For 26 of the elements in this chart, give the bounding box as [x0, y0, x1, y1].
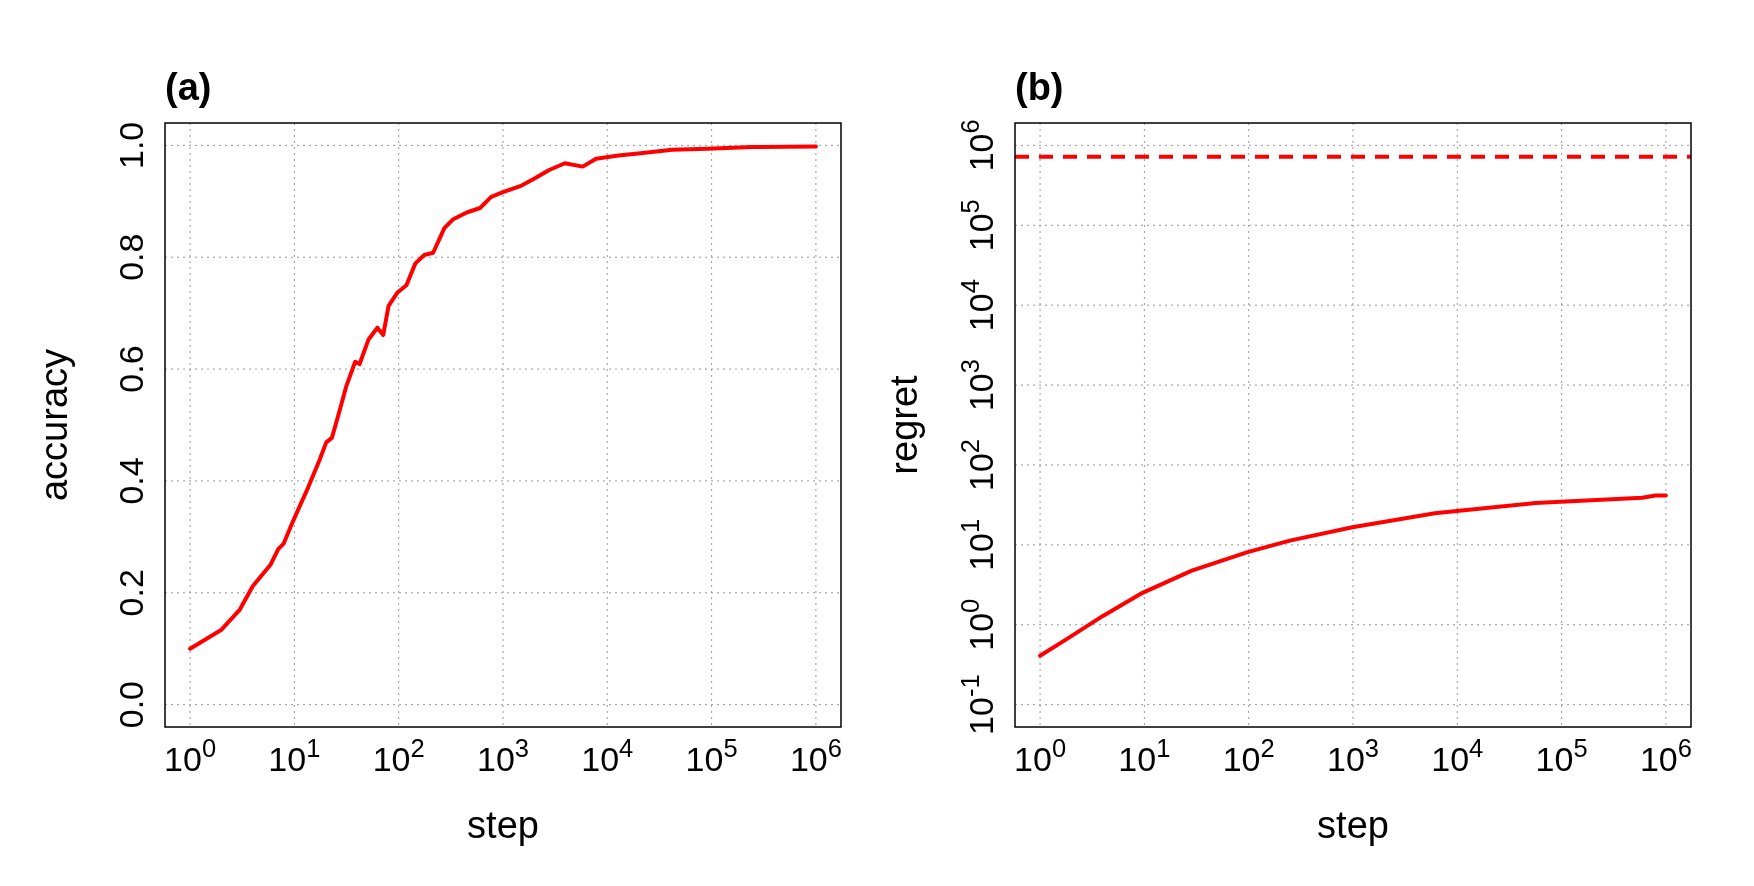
x-tick-label: 10$^{6}$: [1639, 734, 1692, 778]
y-tick-label: 1.0: [112, 121, 150, 169]
y-tick-label: 0.0: [112, 681, 150, 729]
x-tick-label: 10$^{3}$: [1326, 734, 1379, 778]
x-tick-label: 10$^{6}$: [789, 734, 842, 778]
y-axis-title: accuracy: [33, 348, 75, 502]
chart-title: (a): [165, 66, 212, 108]
y-tick-label: 0.6: [112, 345, 150, 393]
x-tick-label: 10$^{2}$: [1222, 734, 1275, 778]
y-axis-title: regret: [883, 374, 925, 475]
x-tick-label: 10$^{3}$: [476, 734, 529, 778]
x-axis-title: step: [1317, 804, 1389, 846]
x-tick-label: 10$^{2}$: [372, 734, 425, 778]
x-tick-label: 10$^{1}$: [1118, 734, 1171, 778]
x-tick-label: 10$^{0}$: [164, 734, 217, 778]
y-tick-label: 0.2: [112, 569, 150, 617]
y-tick-label: 0.4: [112, 457, 150, 505]
x-tick-label: 10$^{0}$: [1014, 734, 1067, 778]
x-tick-label: 10$^{5}$: [685, 734, 738, 778]
x-tick-label: 10$^{5}$: [1535, 734, 1588, 778]
x-tick-label: 10$^{4}$: [1431, 734, 1484, 778]
x-tick-label: 10$^{1}$: [268, 734, 321, 778]
x-tick-label: 10$^{4}$: [581, 734, 634, 778]
x-axis-title: step: [467, 804, 539, 846]
y-tick-label: 0.8: [112, 233, 150, 281]
chart-title: (b): [1015, 66, 1064, 108]
